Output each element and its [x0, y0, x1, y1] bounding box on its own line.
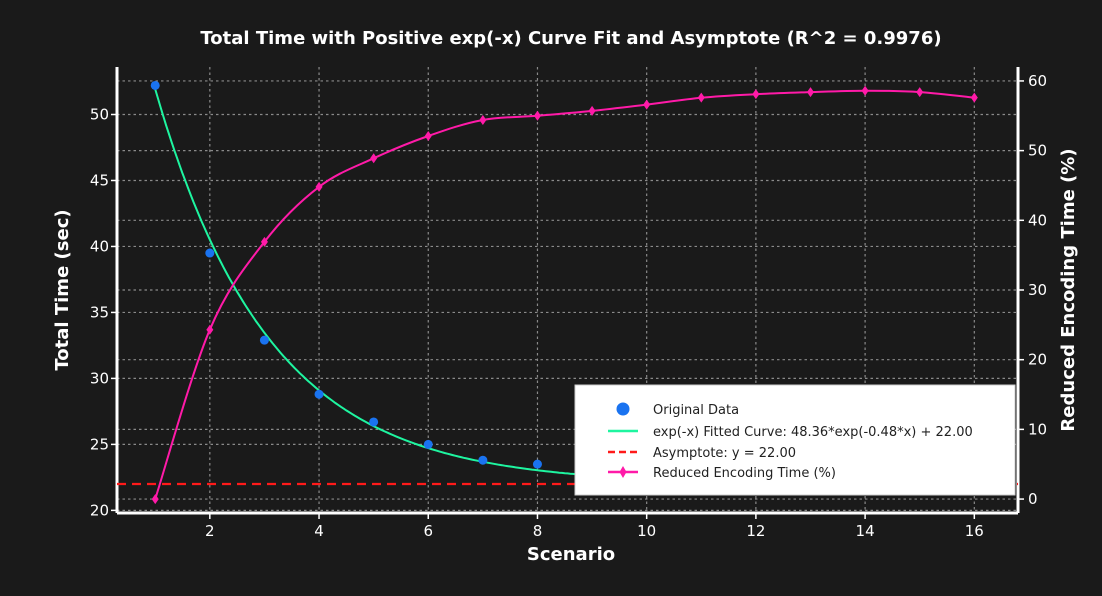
grid — [117, 67, 1018, 513]
original-data-point — [314, 389, 324, 399]
reduced-point — [260, 236, 268, 247]
reduced-point — [151, 494, 159, 505]
y-tick-label: 30 — [90, 369, 109, 387]
legend-reduced-marker — [619, 466, 627, 478]
original-data-point — [369, 417, 379, 427]
legend-reduced-label: Reduced Encoding Time (%) — [653, 466, 836, 481]
y2-tick-label: 50 — [1028, 142, 1047, 160]
original-data-point — [478, 455, 488, 465]
y-tick-label: 50 — [90, 106, 109, 124]
y-tick-label: 45 — [90, 171, 109, 189]
legend-asymptote-label: Asymptote: y = 22.00 — [653, 446, 796, 461]
legend-fit-label: exp(-x) Fitted Curve: 48.36*exp(-0.48*x)… — [653, 425, 973, 440]
y-tick-label: 35 — [90, 303, 109, 321]
reduced-point — [861, 85, 869, 96]
original-data-point — [423, 439, 433, 449]
y2-tick-label: 60 — [1028, 72, 1047, 90]
y2-tick-label: 10 — [1028, 420, 1047, 438]
y2-tick-label: 0 — [1028, 490, 1038, 508]
y-tick-label: 40 — [90, 237, 109, 255]
y2-axis-label: Reduced Encoding Time (%) — [1058, 148, 1079, 431]
y2-tick-label: 30 — [1028, 281, 1047, 299]
reduced-point — [479, 114, 487, 125]
reduced-point — [806, 87, 814, 98]
y2-tick-label: 40 — [1028, 211, 1047, 229]
x-tick-label: 14 — [856, 522, 875, 540]
reduced-point — [697, 92, 705, 103]
reduced-point — [643, 99, 651, 110]
original-data-point — [259, 335, 269, 345]
x-tick-label: 2 — [205, 522, 215, 540]
y-axis-label: Total Time (sec) — [52, 209, 73, 370]
original-data-point — [205, 248, 215, 258]
y2-ticks: 0 10 20 30 40 50 60 — [1018, 72, 1047, 508]
y-tick-label: 25 — [90, 435, 109, 453]
original-data-point — [150, 80, 160, 90]
reduced-point — [315, 181, 323, 192]
legend-box — [574, 384, 1016, 496]
x-tick-label: 12 — [746, 522, 765, 540]
x-axis-label: Scenario — [527, 544, 615, 565]
reduced-point — [533, 110, 541, 121]
y-ticks: 20 25 30 35 40 45 50 — [90, 106, 117, 519]
y2-tick-label: 20 — [1028, 351, 1047, 369]
reduced-point — [588, 105, 596, 116]
legend: Original Data exp(-x) Fitted Curve: 48.3… — [574, 384, 1016, 496]
x-tick-label: 8 — [533, 522, 543, 540]
reduced-point — [206, 324, 214, 335]
x-tick-label: 6 — [423, 522, 433, 540]
x-tick-label: 4 — [314, 522, 324, 540]
x-tick-label: 16 — [965, 522, 984, 540]
legend-original-marker — [616, 402, 630, 416]
legend-original-label: Original Data — [653, 403, 739, 418]
reduced-point — [424, 130, 432, 141]
x-ticks: 2 4 6 8 10 12 14 16 — [205, 513, 984, 540]
reduced-point — [916, 87, 924, 98]
reduced-point — [752, 89, 760, 100]
original-data-series — [150, 80, 542, 469]
reduced-point — [970, 92, 978, 103]
reduced-encoding-series — [151, 85, 978, 505]
reduced-point — [370, 153, 378, 164]
original-data-point — [532, 459, 542, 469]
y-tick-label: 20 — [90, 501, 109, 519]
chart-title: Total Time with Positive exp(-x) Curve F… — [200, 28, 941, 49]
x-tick-label: 10 — [637, 522, 656, 540]
